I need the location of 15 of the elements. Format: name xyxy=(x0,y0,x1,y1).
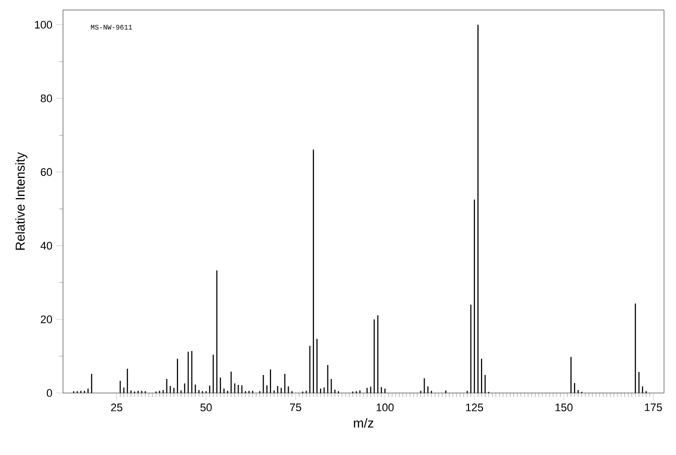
y-tick-label: 100 xyxy=(35,20,52,29)
y-tick-label: 60 xyxy=(40,168,52,176)
x-tick-label: 125 xyxy=(466,404,484,412)
y-tick-label: 80 xyxy=(40,94,52,102)
x-tick-label: 100 xyxy=(376,404,394,412)
x-axis-title: m/z xyxy=(354,418,374,428)
y-tick-label: 20 xyxy=(40,315,52,324)
y-axis-title: Relative Intensity xyxy=(15,152,28,250)
x-tick-label: 50 xyxy=(200,404,212,412)
x-tick-label: 25 xyxy=(111,404,122,412)
x-tick-label: 75 xyxy=(290,404,302,412)
y-tick-label: 40 xyxy=(40,242,52,250)
x-tick-label: 175 xyxy=(644,404,662,412)
y-tick-label: 0 xyxy=(46,389,52,397)
x-tick-label: 150 xyxy=(556,404,573,412)
